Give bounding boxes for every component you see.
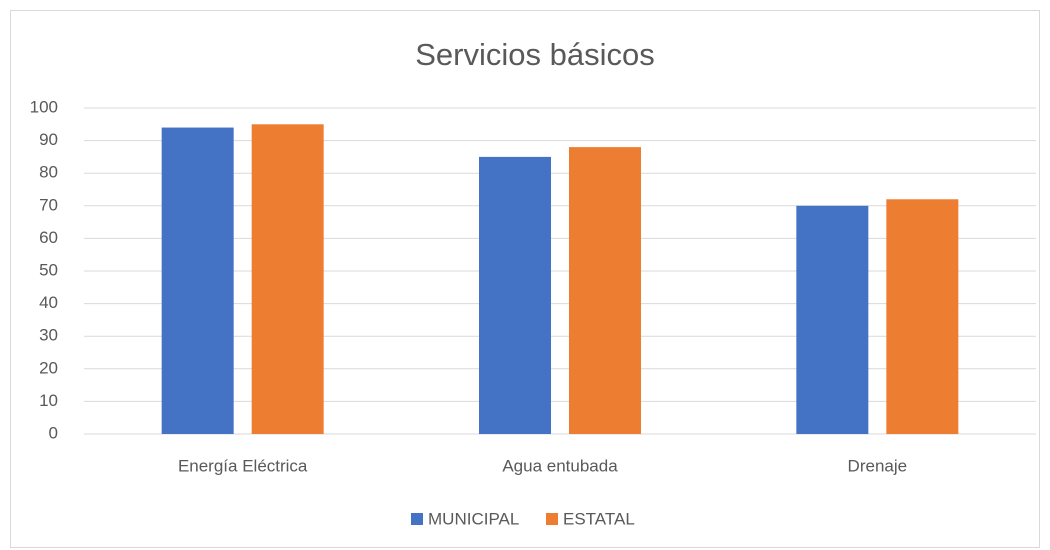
y-tick-label: 60 bbox=[39, 228, 58, 247]
bar bbox=[796, 205, 869, 434]
y-tick-label: 40 bbox=[39, 293, 58, 312]
bar bbox=[161, 127, 234, 434]
y-tick-label: 100 bbox=[30, 97, 58, 116]
legend-label: ESTATAL bbox=[563, 509, 635, 528]
y-tick-label: 70 bbox=[39, 195, 58, 214]
legend-swatch bbox=[411, 513, 423, 525]
legend-swatch bbox=[546, 513, 558, 525]
y-tick-label: 50 bbox=[39, 260, 58, 279]
y-tick-label: 30 bbox=[39, 326, 58, 345]
bar bbox=[251, 124, 324, 435]
y-tick-label: 10 bbox=[39, 391, 58, 410]
y-tick-label: 80 bbox=[39, 163, 58, 182]
chart-title: Servicios básicos bbox=[415, 37, 654, 72]
y-tick-label: 20 bbox=[39, 358, 58, 377]
legend-label: MUNICIPAL bbox=[428, 509, 519, 528]
x-tick-label: Agua entubada bbox=[502, 456, 618, 475]
y-tick-label: 90 bbox=[39, 130, 58, 149]
bar bbox=[886, 199, 959, 434]
bar bbox=[479, 156, 551, 434]
x-tick-label: Drenaje bbox=[848, 456, 908, 475]
y-tick-label: 0 bbox=[49, 423, 58, 442]
bar bbox=[569, 147, 641, 434]
x-tick-label: Energía Eléctrica bbox=[178, 456, 308, 475]
